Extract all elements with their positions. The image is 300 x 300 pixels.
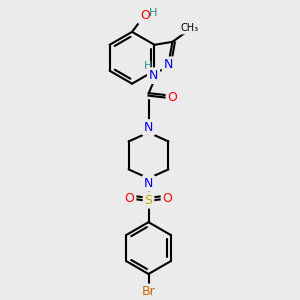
- Text: N: N: [144, 177, 153, 190]
- Text: O: O: [163, 192, 172, 205]
- Text: O: O: [125, 192, 134, 205]
- Text: N: N: [164, 58, 173, 71]
- Text: Br: Br: [142, 285, 155, 298]
- Text: N: N: [149, 69, 158, 82]
- Text: CH₃: CH₃: [180, 23, 198, 33]
- Text: S: S: [145, 194, 152, 207]
- Text: H: H: [149, 8, 157, 18]
- Text: O: O: [140, 9, 150, 22]
- Text: O: O: [167, 91, 177, 104]
- Text: N: N: [144, 121, 153, 134]
- Text: H: H: [144, 61, 153, 71]
